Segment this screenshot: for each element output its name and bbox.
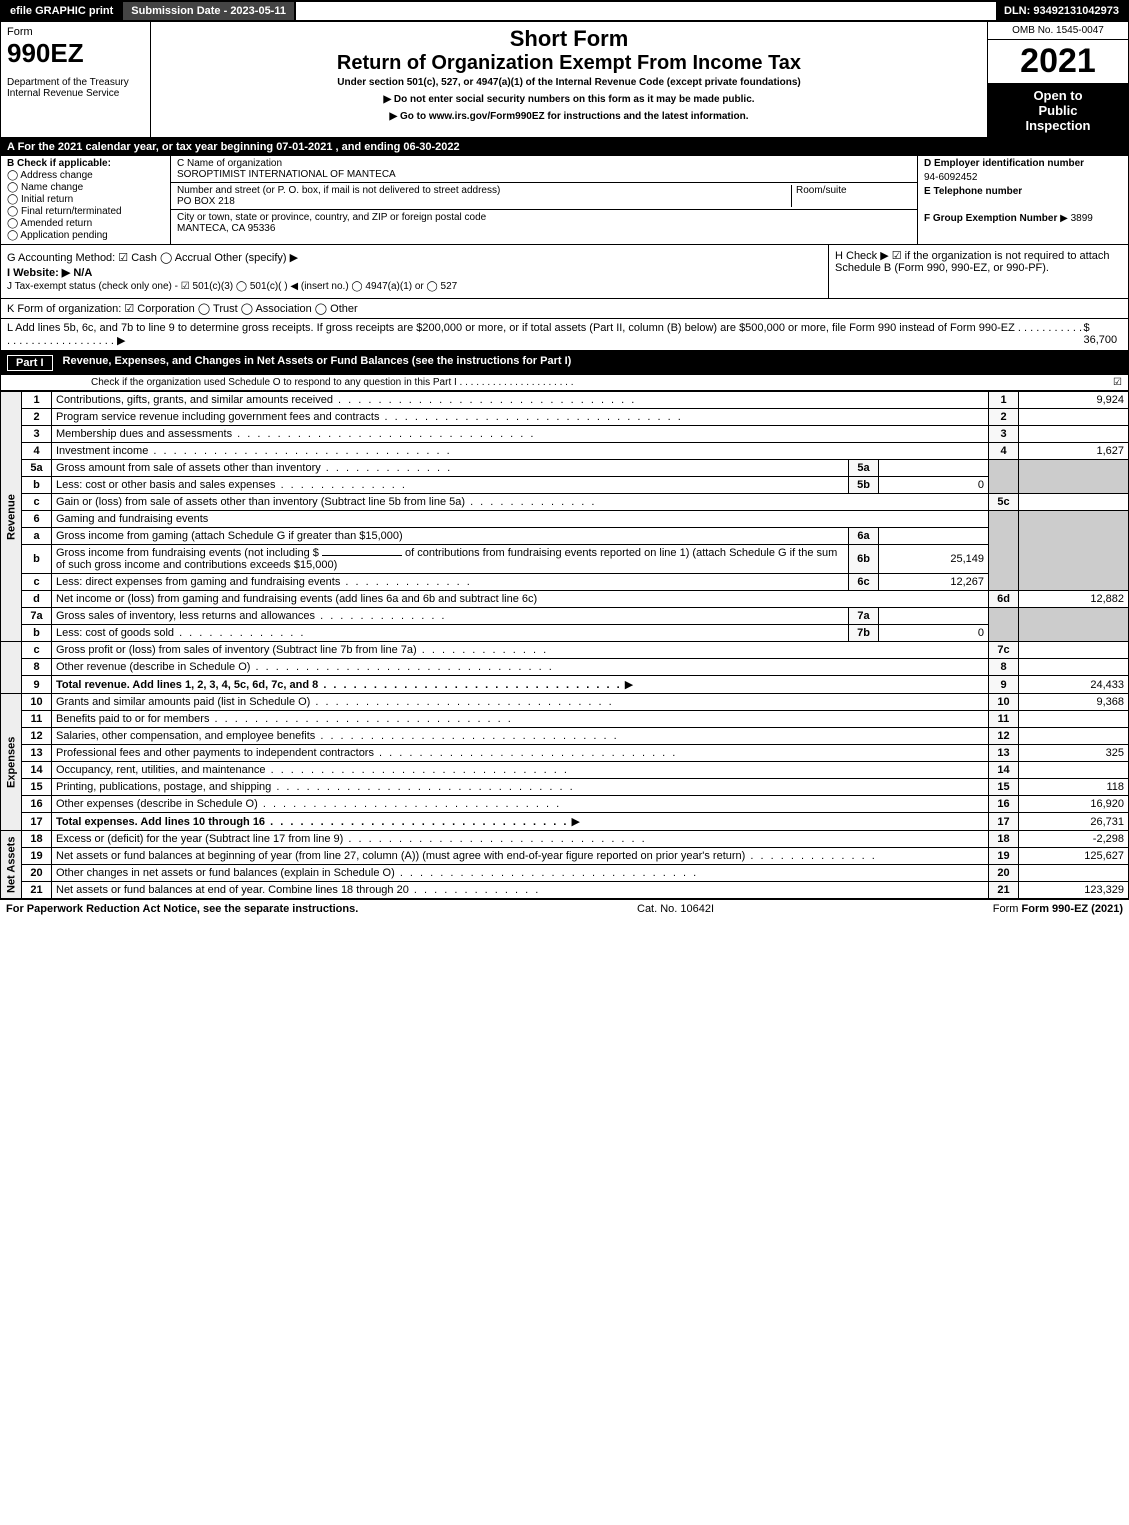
dln-label: DLN: 93492131042973 <box>996 2 1127 20</box>
short-form-title: Short Form <box>159 26 979 52</box>
tel-label: E Telephone number <box>924 186 1022 197</box>
return-title: Return of Organization Exempt From Incom… <box>159 52 979 75</box>
form-header: Form 990EZ Department of the Treasury In… <box>0 22 1129 138</box>
chk-application-pending[interactable]: ◯ Application pending <box>7 230 164 241</box>
ein-value: 94-6092452 <box>924 172 1122 183</box>
chk-name-change[interactable]: ◯ Name change <box>7 182 164 193</box>
chk-initial-return[interactable]: ◯ Initial return <box>7 194 164 205</box>
open-to-public: Open to Public Inspection <box>988 84 1128 137</box>
line-16-amount: 16,920 <box>1019 796 1129 813</box>
row-h: H Check ▶ ☑ if the organization is not r… <box>828 245 1128 298</box>
addr-box: Number and street (or P. O. box, if mail… <box>171 183 917 210</box>
addr-value: PO BOX 218 <box>177 196 235 207</box>
under-section: Under section 501(c), 527, or 4947(a)(1)… <box>159 77 979 88</box>
dept-label: Department of the Treasury <box>7 77 144 88</box>
irs-label: Internal Revenue Service <box>7 88 144 99</box>
addr-label: Number and street (or P. O. box, if mail… <box>177 185 500 196</box>
part-i-title: Revenue, Expenses, and Changes in Net As… <box>63 355 572 371</box>
part-i-header: Part I Revenue, Expenses, and Changes in… <box>0 351 1129 375</box>
org-name-box: C Name of organization SOROPTIMIST INTER… <box>171 156 917 183</box>
line-6c-value: 12,267 <box>879 574 989 591</box>
part-i-sub-text: Check if the organization used Schedule … <box>91 377 573 388</box>
block-bcd: B Check if applicable: ◯ Address change … <box>0 156 1129 245</box>
instr-ssn: ▶ Do not enter social security numbers o… <box>159 94 979 105</box>
line-7b-value: 0 <box>879 625 989 642</box>
chk-final-return[interactable]: ◯ Final return/terminated <box>7 206 164 217</box>
footer-paperwork: For Paperwork Reduction Act Notice, see … <box>6 903 358 915</box>
org-name-label: C Name of organization <box>177 158 282 169</box>
city-label: City or town, state or province, country… <box>177 212 486 223</box>
section-expenses: Expenses <box>1 694 22 831</box>
org-name: SOROPTIMIST INTERNATIONAL OF MANTECA <box>177 169 396 180</box>
part-i-sub-check[interactable]: ☑ <box>1113 377 1122 388</box>
row-k: K Form of organization: ☑ Corporation ◯ … <box>0 299 1129 319</box>
city-value: MANTECA, CA 95336 <box>177 223 275 234</box>
col-b: B Check if applicable: ◯ Address change … <box>1 156 171 244</box>
ghij-left: G Accounting Method: ☑ Cash ◯ Accrual Ot… <box>1 245 828 298</box>
section-revenue: Revenue <box>1 392 22 642</box>
chk-amended-return[interactable]: ◯ Amended return <box>7 218 164 229</box>
tax-year: 2021 <box>988 40 1128 84</box>
header-left: Form 990EZ Department of the Treasury In… <box>1 22 151 137</box>
instr-goto: ▶ Go to www.irs.gov/Form990EZ for instru… <box>159 111 979 122</box>
group-label: F Group Exemption Number <box>924 213 1057 224</box>
line-17-amount: 26,731 <box>1019 813 1129 831</box>
footer-catno: Cat. No. 10642I <box>637 903 714 915</box>
header-center: Short Form Return of Organization Exempt… <box>151 22 988 137</box>
line-19-amount: 125,627 <box>1019 848 1129 865</box>
footer-form: Form Form 990-EZ (2021) <box>993 903 1123 915</box>
line-1-amount: 9,924 <box>1019 392 1129 409</box>
line-4-amount: 1,627 <box>1019 443 1129 460</box>
group-value: ▶ 3899 <box>1060 213 1093 224</box>
part-i-sub: Check if the organization used Schedule … <box>0 375 1129 391</box>
col-b-title: B Check if applicable: <box>7 158 111 169</box>
efile-label: efile GRAPHIC print <box>2 2 123 20</box>
city-box: City or town, state or province, country… <box>171 210 917 236</box>
row-i: I Website: ▶ N/A <box>7 267 92 279</box>
line-10-amount: 9,368 <box>1019 694 1129 711</box>
section-net-assets: Net Assets <box>1 831 22 899</box>
chk-address-change[interactable]: ◯ Address change <box>7 170 164 181</box>
omb-number: OMB No. 1545-0047 <box>988 22 1128 40</box>
row-a-tax-year: A For the 2021 calendar year, or tax yea… <box>0 138 1129 156</box>
top-bar: efile GRAPHIC print Submission Date - 20… <box>0 0 1129 22</box>
line-6b-value: 25,149 <box>879 545 989 574</box>
part-i-label: Part I <box>7 355 53 371</box>
header-right: OMB No. 1545-0047 2021 Open to Public In… <box>988 22 1128 137</box>
block-ghij: G Accounting Method: ☑ Cash ◯ Accrual Ot… <box>0 245 1129 299</box>
room-label: Room/suite <box>791 185 911 207</box>
row-l-amount: $ 36,700 <box>1083 322 1122 347</box>
col-c: C Name of organization SOROPTIMIST INTER… <box>171 156 918 244</box>
line-15-amount: 118 <box>1019 779 1129 796</box>
ein-label: D Employer identification number <box>924 158 1084 169</box>
form-label: Form <box>7 26 144 38</box>
line-13-amount: 325 <box>1019 745 1129 762</box>
submission-date: Submission Date - 2023-05-11 <box>123 2 296 20</box>
line-9-amount: 24,433 <box>1019 676 1129 694</box>
row-g: G Accounting Method: ☑ Cash ◯ Accrual Ot… <box>7 251 822 264</box>
row-l-text: L Add lines 5b, 6c, and 7b to line 9 to … <box>7 322 1083 347</box>
line-21-amount: 123,329 <box>1019 882 1129 899</box>
line-5b-value: 0 <box>879 477 989 494</box>
line-18-amount: -2,298 <box>1019 831 1129 848</box>
form-number: 990EZ <box>7 38 144 69</box>
line-6d-amount: 12,882 <box>1019 591 1129 608</box>
page-footer: For Paperwork Reduction Act Notice, see … <box>0 899 1129 918</box>
row-j: J Tax-exempt status (check only one) - ☑… <box>7 281 822 292</box>
lines-table: Revenue 1 Contributions, gifts, grants, … <box>0 391 1129 899</box>
col-d: D Employer identification number 94-6092… <box>918 156 1128 244</box>
row-l: L Add lines 5b, 6c, and 7b to line 9 to … <box>0 319 1129 351</box>
